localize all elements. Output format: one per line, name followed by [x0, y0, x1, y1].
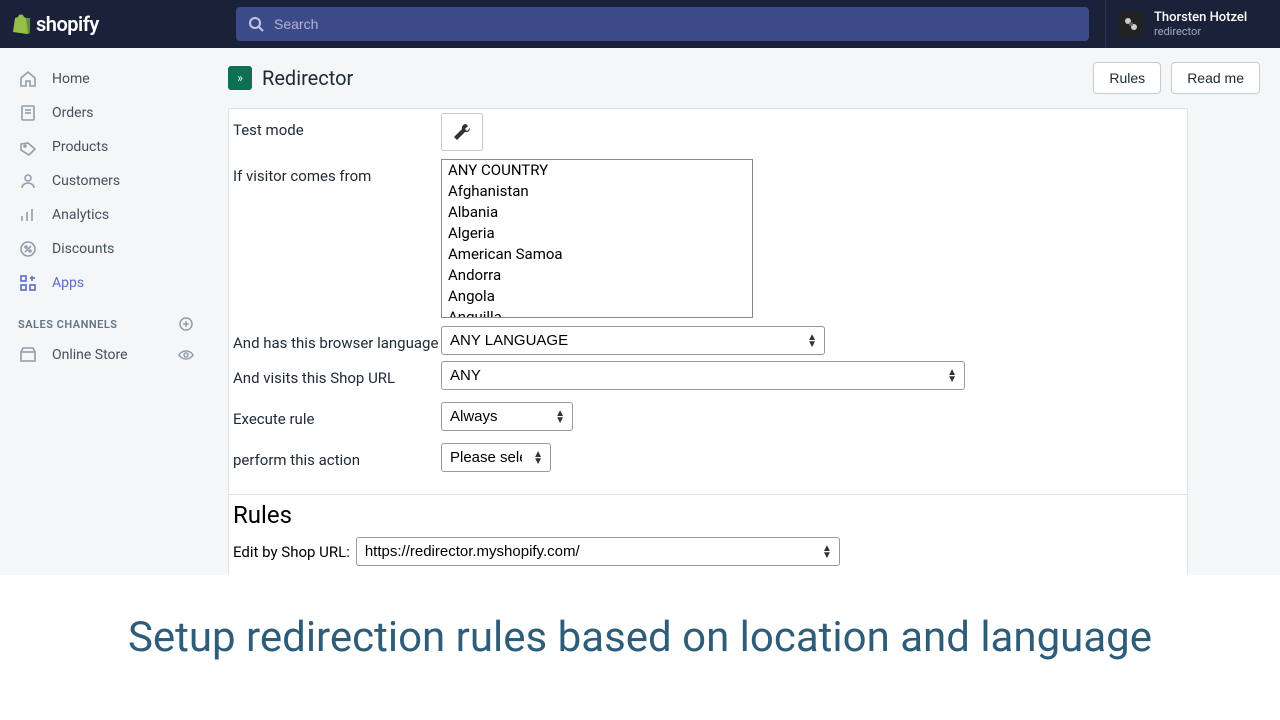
sidebar-section-label: SALES CHANNELS	[18, 318, 118, 331]
country-option[interactable]: Albania	[442, 202, 752, 223]
user-name: Thorsten Hotzel	[1154, 10, 1247, 26]
wrench-icon	[452, 122, 472, 142]
avatar	[1118, 11, 1144, 37]
sidebar-item-label: Products	[52, 139, 108, 155]
sidebar-item-home[interactable]: Home	[0, 62, 212, 96]
customers-icon	[18, 171, 38, 191]
country-option[interactable]: American Samoa	[442, 244, 752, 265]
country-option[interactable]: Andorra	[442, 265, 752, 286]
country-option[interactable]: Anguilla	[442, 307, 752, 318]
test-mode-label: Test mode	[231, 113, 441, 139]
sidebar-item-label: Online Store	[52, 347, 128, 363]
sidebar-item-analytics[interactable]: Analytics	[0, 198, 212, 232]
sidebar-item-products[interactable]: Products	[0, 130, 212, 164]
sidebar-item-label: Analytics	[52, 207, 109, 223]
discounts-icon	[18, 239, 38, 259]
execute-rule-select[interactable]: Always	[441, 402, 573, 431]
sidebar-section-header: SALES CHANNELS	[0, 300, 212, 338]
perform-action-select[interactable]: Please select	[441, 443, 551, 472]
language-select[interactable]: ANY LANGUAGE	[441, 326, 825, 355]
page-title: Redirector	[262, 66, 353, 90]
sidebar-item-apps[interactable]: Apps	[0, 266, 212, 300]
home-icon	[18, 69, 38, 89]
apps-icon	[18, 273, 38, 293]
search-input[interactable]	[274, 16, 1077, 32]
store-icon	[18, 345, 38, 365]
shopify-bag-icon	[12, 14, 30, 34]
brand-text: shopify	[36, 12, 99, 36]
edit-by-url-select[interactable]: https://redirector.myshopify.com/	[356, 537, 840, 566]
user-subtitle: redirector	[1154, 25, 1247, 38]
products-icon	[18, 137, 38, 157]
page-header: » Redirector Rules Read me	[212, 48, 1280, 108]
rule-form-panel: Test mode If visitor comes from ANY COUN…	[228, 108, 1188, 575]
app-icon: »	[228, 66, 252, 90]
shop-url-select[interactable]: ANY	[441, 361, 965, 390]
visitor-from-label: If visitor comes from	[231, 159, 441, 185]
content: » Redirector Rules Read me Test mode	[212, 48, 1280, 575]
test-mode-button[interactable]	[441, 113, 483, 151]
sidebar-item-label: Discounts	[52, 241, 114, 257]
country-option[interactable]: Angola	[442, 286, 752, 307]
analytics-icon	[18, 205, 38, 225]
sidebar-item-label: Home	[52, 71, 90, 87]
country-listbox[interactable]: ANY COUNTRYAfghanistanAlbaniaAlgeriaAmer…	[441, 159, 753, 318]
marketing-caption: Setup redirection rules based on locatio…	[0, 575, 1280, 700]
perform-action-label: perform this action	[231, 443, 441, 469]
sidebar-item-orders[interactable]: Orders	[0, 96, 212, 130]
search-container	[212, 1, 1105, 47]
sidebar-item-label: Apps	[52, 275, 84, 291]
topbar: shopify Thorsten Hotzel redirector	[0, 0, 1280, 48]
sidebar-item-label: Orders	[52, 105, 94, 121]
search-icon	[248, 16, 264, 32]
eye-icon[interactable]	[178, 347, 194, 363]
country-option[interactable]: ANY COUNTRY	[442, 160, 752, 181]
rules-section-title: Rules	[231, 495, 1185, 533]
edit-by-url-label: Edit by Shop URL:	[233, 543, 350, 561]
rules-button[interactable]: Rules	[1093, 62, 1161, 94]
execute-rule-label: Execute rule	[231, 402, 441, 428]
country-option[interactable]: Afghanistan	[442, 181, 752, 202]
shop-url-label: And visits this Shop URL	[231, 361, 441, 387]
sidebar-item-customers[interactable]: Customers	[0, 164, 212, 198]
search-bar[interactable]	[236, 7, 1089, 41]
readme-button[interactable]: Read me	[1171, 62, 1260, 94]
user-menu[interactable]: Thorsten Hotzel redirector	[1105, 0, 1280, 48]
brand-logo[interactable]: shopify	[0, 12, 212, 36]
sidebar-item-discounts[interactable]: Discounts	[0, 232, 212, 266]
sidebar: Home Orders Products Customers Analytics…	[0, 48, 212, 575]
add-channel-icon[interactable]	[178, 316, 194, 332]
country-option[interactable]: Algeria	[442, 223, 752, 244]
language-label: And has this browser language	[231, 326, 441, 352]
sidebar-item-online-store[interactable]: Online Store	[0, 338, 212, 372]
orders-icon	[18, 103, 38, 123]
sidebar-item-label: Customers	[52, 173, 120, 189]
